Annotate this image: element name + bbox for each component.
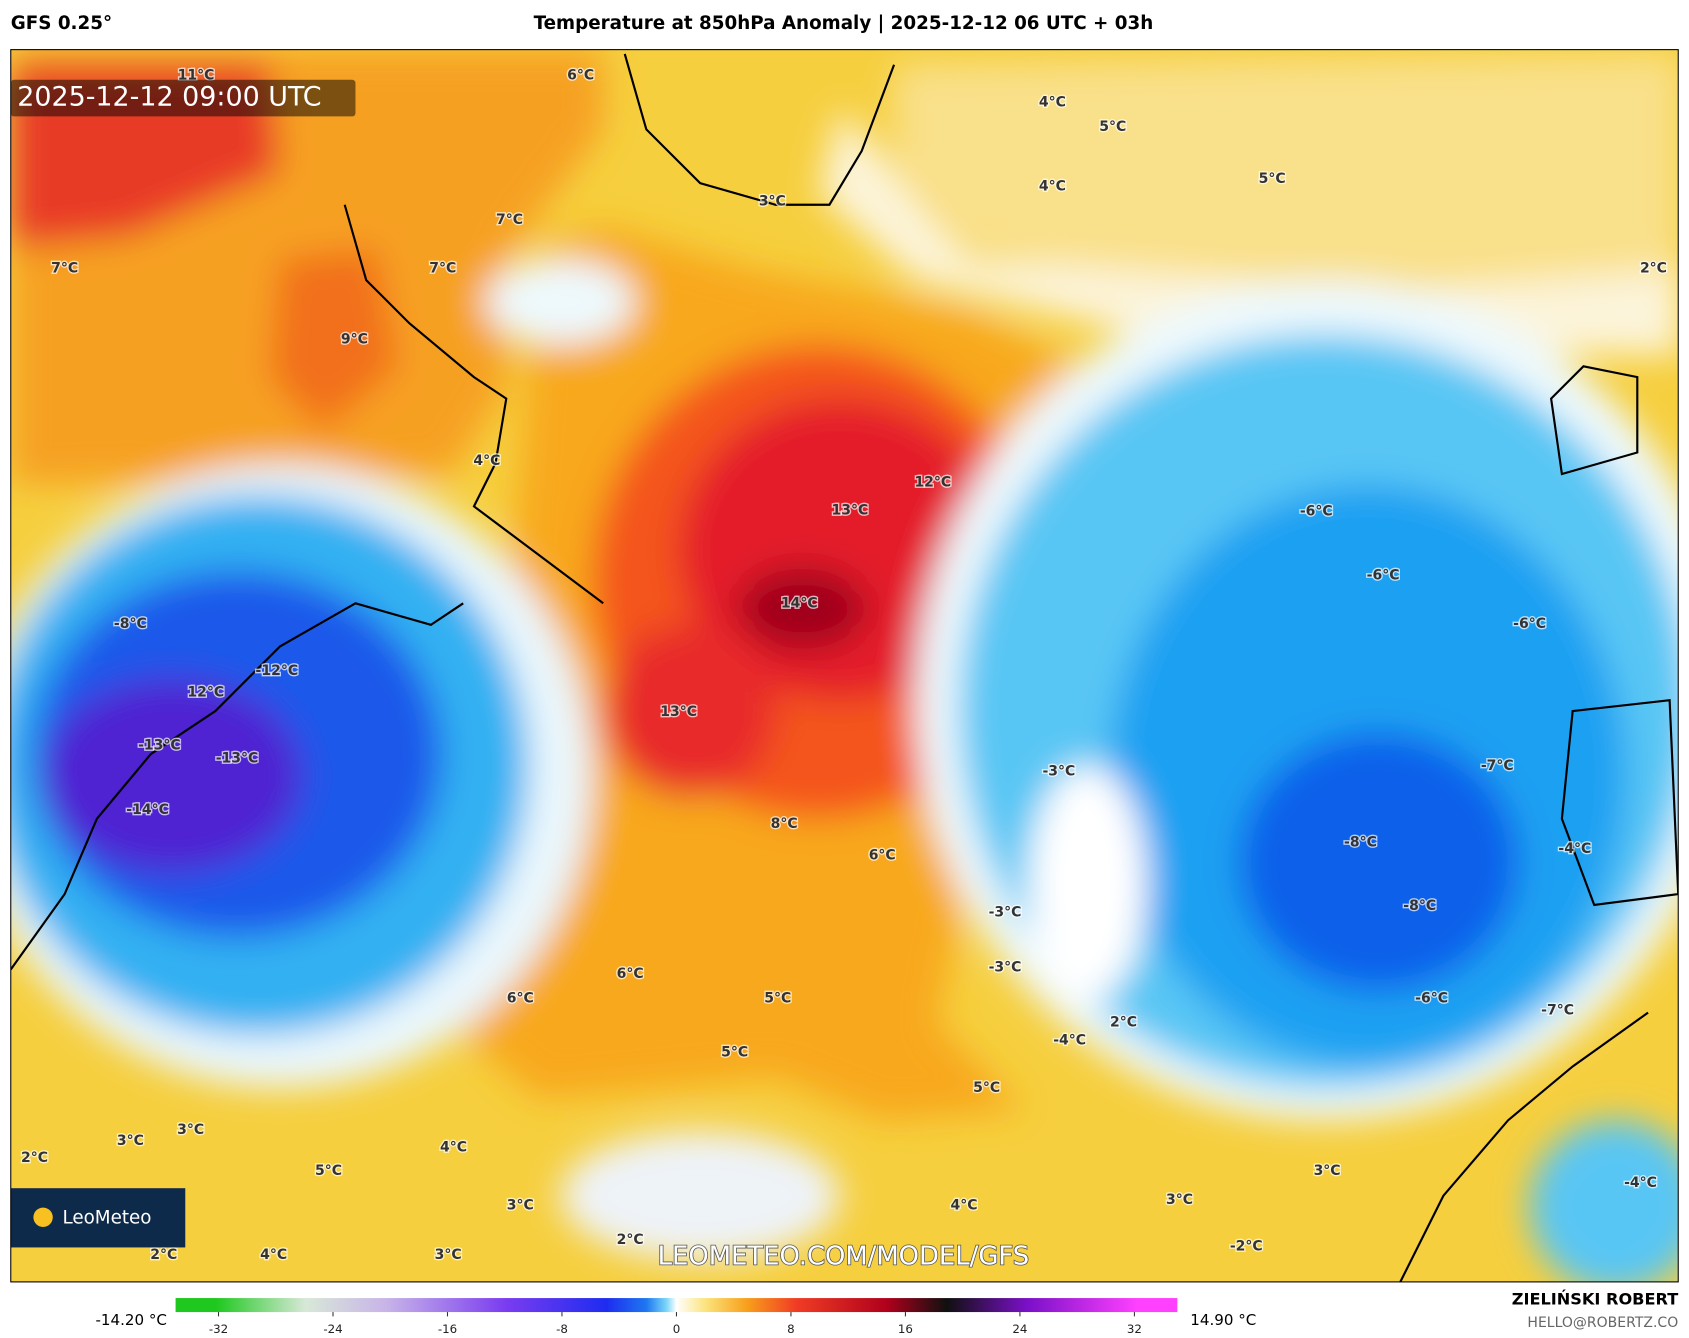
temperature-label: 4°C	[473, 453, 500, 469]
logo-text: LeoMeteo	[62, 1207, 151, 1228]
temperature-label: -4°C	[1624, 1175, 1657, 1191]
temperature-label: -6°C	[1300, 504, 1333, 520]
temperature-label: -6°C	[1513, 616, 1546, 632]
temperature-label: 3°C	[117, 1133, 144, 1149]
colorbar-tick-label: 0	[673, 1322, 681, 1336]
temperature-label: 14°C	[781, 595, 818, 611]
temperature-label: 6°C	[507, 991, 534, 1007]
valid-time: 2025-12-12 09:00 UTC	[17, 82, 321, 113]
temperature-label: 2°C	[617, 1232, 644, 1248]
colorbar-tick-label: -16	[438, 1322, 457, 1336]
temperature-label: 3°C	[177, 1122, 204, 1138]
map: 11°C 6°C4°C5°C5°C4°C3°C7°C7°C 7°C 2°C9°C4°C…	[10, 49, 1679, 1282]
colorbar-tick-label: 8	[787, 1322, 795, 1336]
temperature-label: -7°C	[1481, 758, 1514, 774]
temperature-label: 5°C	[315, 1163, 342, 1179]
temperature-label: -6°C	[1415, 991, 1448, 1007]
temperature-label: 2°C	[150, 1247, 177, 1263]
colorbar-tick-label: 32	[1127, 1322, 1142, 1336]
temperature-label: 3°C	[507, 1197, 534, 1213]
temperature-label: 6°C	[567, 67, 594, 83]
temperature-label: 4°C	[1039, 94, 1066, 110]
temperature-label: 13°C	[832, 503, 869, 519]
temperature-label: 5°C	[973, 1080, 1000, 1096]
map-frame	[10, 49, 1679, 1283]
watermark: LEOMETEO.COM/MODEL/GFS	[658, 1242, 1030, 1272]
temperature-label: -8°C	[114, 616, 147, 632]
temperature-label: 3°C	[1314, 1163, 1341, 1179]
time-box	[10, 79, 356, 117]
temperature-label: -3°C	[989, 959, 1022, 975]
temperature-label: 5°C	[1099, 119, 1126, 135]
colorbar-tick-label: 16	[898, 1322, 913, 1336]
temperature-label: -4°C	[1558, 841, 1591, 857]
temperature-label: 9°C	[341, 331, 368, 347]
temperature-label: -6°C	[1367, 567, 1400, 583]
temperature-label: 3°C	[759, 194, 786, 210]
temperature-label: -8°C	[1344, 834, 1377, 850]
temperature-label: 5°C	[764, 991, 791, 1007]
temperature-label: 4°C	[260, 1247, 287, 1263]
map-labels: 11°C 6°C4°C5°C5°C4°C3°C7°C7°C 7°C 2°C9°C4°C…	[20, 66, 1669, 1264]
temperature-label: 3°C	[435, 1247, 462, 1263]
colorbar-tick-label: -32	[209, 1322, 228, 1336]
temperature-label: -14°C	[126, 802, 169, 818]
temperature-label: 5°C	[1259, 171, 1286, 187]
temperature-field	[10, 49, 1679, 1282]
temperature-label: 4°C	[1039, 178, 1066, 194]
author: ZIELIŃSKI ROBERT	[1512, 1290, 1678, 1309]
temperature-label: -3°C	[989, 904, 1022, 920]
temperature-label: 3°C	[1166, 1192, 1193, 1208]
temperature-label: 6°C	[869, 847, 896, 863]
temperature-label: -8°C	[1403, 898, 1436, 914]
temperature-label: 4°C	[440, 1139, 467, 1155]
colorbar-max: 14.90 °C	[1190, 1311, 1256, 1329]
temperature-label: 13°C	[660, 704, 697, 720]
temperature-label: 2°C	[1110, 1014, 1137, 1030]
colorbar-tick-label: -8	[556, 1322, 568, 1336]
temperature-label: -13°C	[138, 737, 181, 753]
email: HELLO@ROBERTZ.CO	[1527, 1315, 1678, 1331]
temperature-label: 8°C	[771, 816, 798, 832]
colorbar-tick-label: 24	[1012, 1322, 1027, 1336]
temperature-label: 7°C	[496, 212, 523, 228]
temperature-label: 7°C	[429, 260, 456, 276]
logo-sun	[33, 1207, 53, 1227]
temperature-label: -3°C	[1042, 763, 1075, 779]
map-title: Temperature at 850hPa Anomaly | 2025-12-…	[534, 13, 1154, 34]
model-name: GFS 0.25°	[11, 13, 112, 34]
temperature-label: 2°C	[21, 1150, 48, 1166]
temperature-label: 12°C	[187, 685, 224, 701]
temperature-label: 12°C	[914, 475, 951, 491]
temperature-label: 6°C	[617, 966, 644, 982]
temperature-label: -2°C	[1230, 1238, 1263, 1254]
temperature-label: 4°C	[951, 1197, 978, 1213]
temperature-label: -12°C	[256, 663, 299, 679]
colorbar	[175, 1298, 1178, 1313]
temperature-label: -7°C	[1541, 1002, 1574, 1018]
colorbar-min: -14.20 °C	[95, 1311, 166, 1329]
temperature-label: -13°C	[216, 750, 259, 766]
colorbar-tick-label: -24	[323, 1322, 342, 1336]
temperature-label: -4°C	[1053, 1033, 1086, 1049]
temperature-label: 5°C	[721, 1044, 748, 1060]
temperature-label: 7°C	[51, 260, 78, 276]
temperature-label: 2°C	[1640, 260, 1667, 276]
coastlines	[10, 53, 1679, 1282]
